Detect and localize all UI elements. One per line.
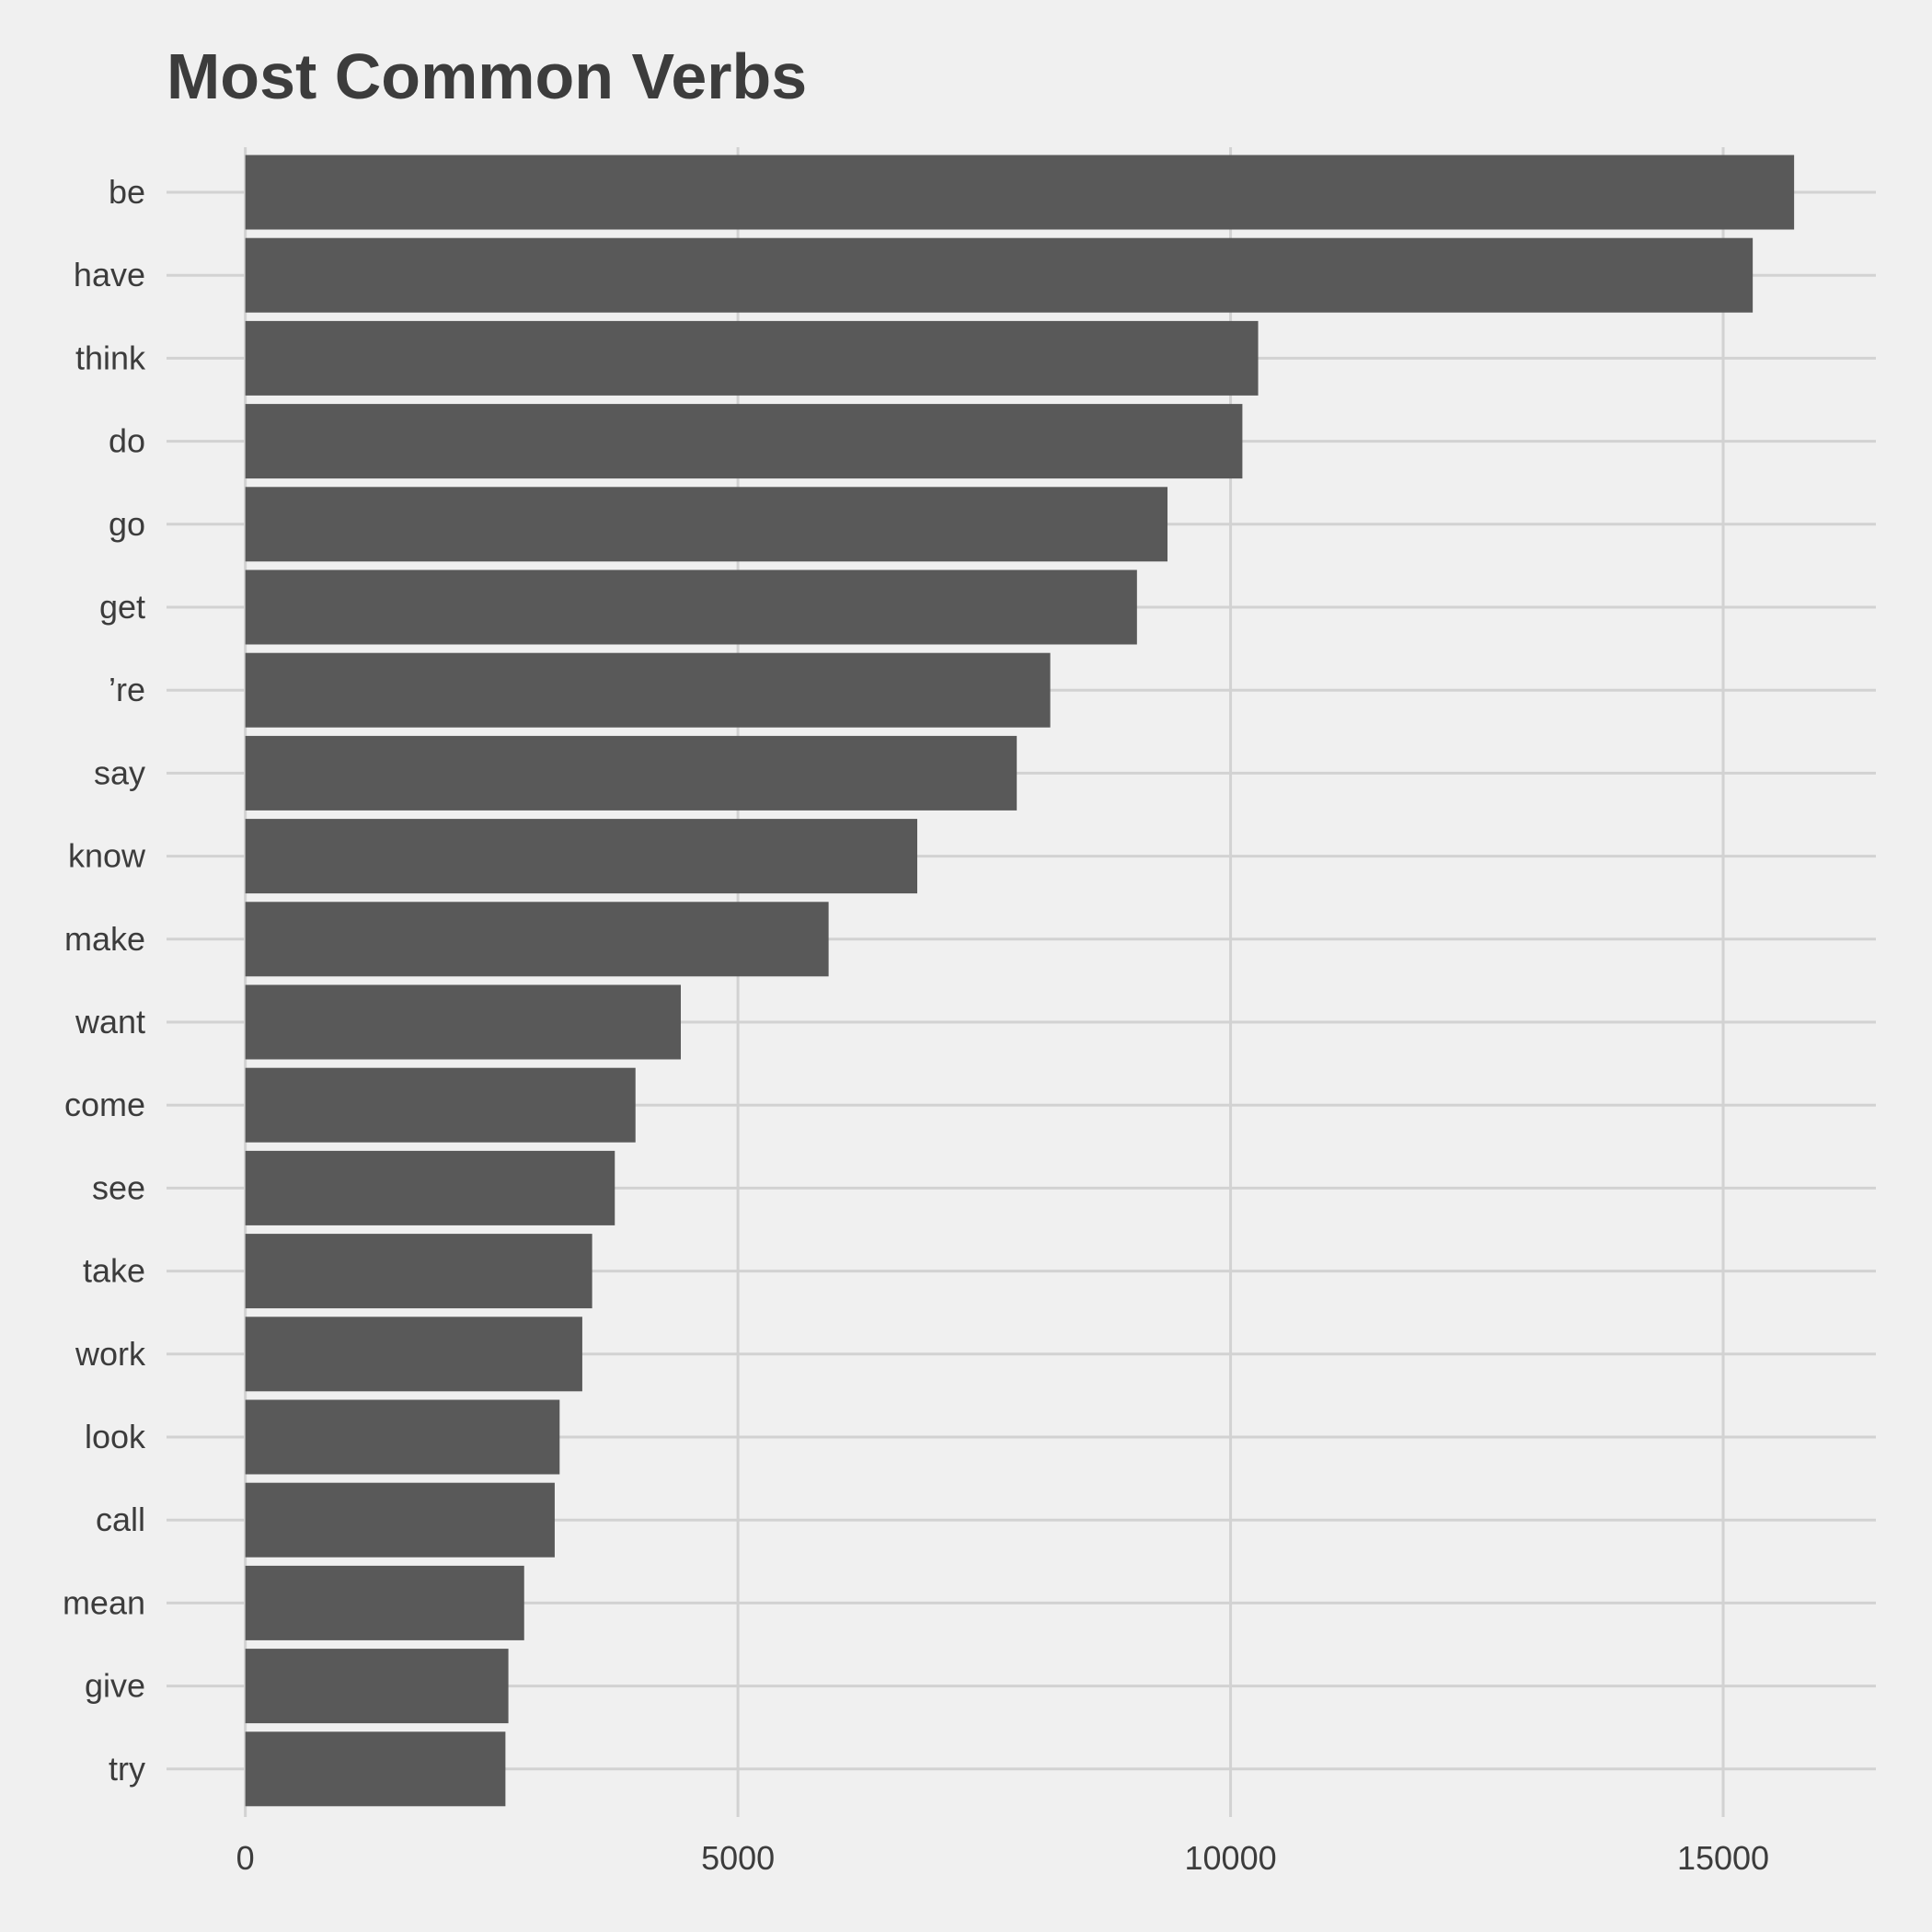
bar-12 [245,1150,615,1225]
bar-13 [245,1234,592,1309]
bar-11 [245,1067,636,1143]
y-tick-label: give [85,1667,145,1705]
y-tick-label: look [85,1418,146,1455]
y-tick-label: want [75,1003,145,1041]
y-tick-label: call [96,1501,145,1538]
x-tick-label: 15000 [1677,1839,1769,1877]
y-tick-label: get [99,588,145,626]
y-tick-label: be [109,173,145,211]
y-axis-tick-labels: be have think do go get ’re say know make want come… [63,173,146,1788]
y-tick-label: come [64,1086,145,1123]
y-tick-label: see [92,1168,145,1206]
bar-14 [245,1317,582,1392]
bar-18 [245,1649,509,1724]
y-tick-label: say [94,753,145,791]
bar-10 [245,984,682,1060]
y-tick-label: know [68,837,146,875]
bars [245,155,1795,1807]
x-axis-tick-labels: 0 5000 10000 15000 [236,1839,1769,1877]
y-tick-label: try [109,1750,145,1788]
bar-8 [245,819,918,894]
bar-0 [245,155,1795,230]
y-tick-label: ’re [109,671,145,708]
bar-15 [245,1399,560,1475]
bar-19 [245,1731,506,1807]
chart-title: Most Common Verbs [167,40,808,112]
bar-6 [245,652,1051,728]
y-tick-label: have [74,256,145,293]
bar-17 [245,1565,524,1640]
y-tick-label: do [109,422,145,460]
y-tick-label: take [83,1252,145,1290]
y-tick-label: make [64,920,145,958]
bar-5 [245,569,1137,645]
bar-9 [245,902,829,977]
x-tick-label: 0 [236,1839,255,1877]
bar-16 [245,1482,555,1558]
bar-1 [245,237,1754,313]
y-tick-label: think [75,339,146,376]
y-tick-label: work [75,1335,146,1373]
bar-4 [245,487,1168,562]
y-tick-label: mean [63,1583,145,1621]
x-tick-label: 10000 [1185,1839,1277,1877]
y-tick-label: go [109,505,145,543]
x-tick-label: 5000 [701,1839,775,1877]
bar-2 [245,320,1259,396]
bar-3 [245,404,1243,479]
bar-7 [245,735,1018,811]
